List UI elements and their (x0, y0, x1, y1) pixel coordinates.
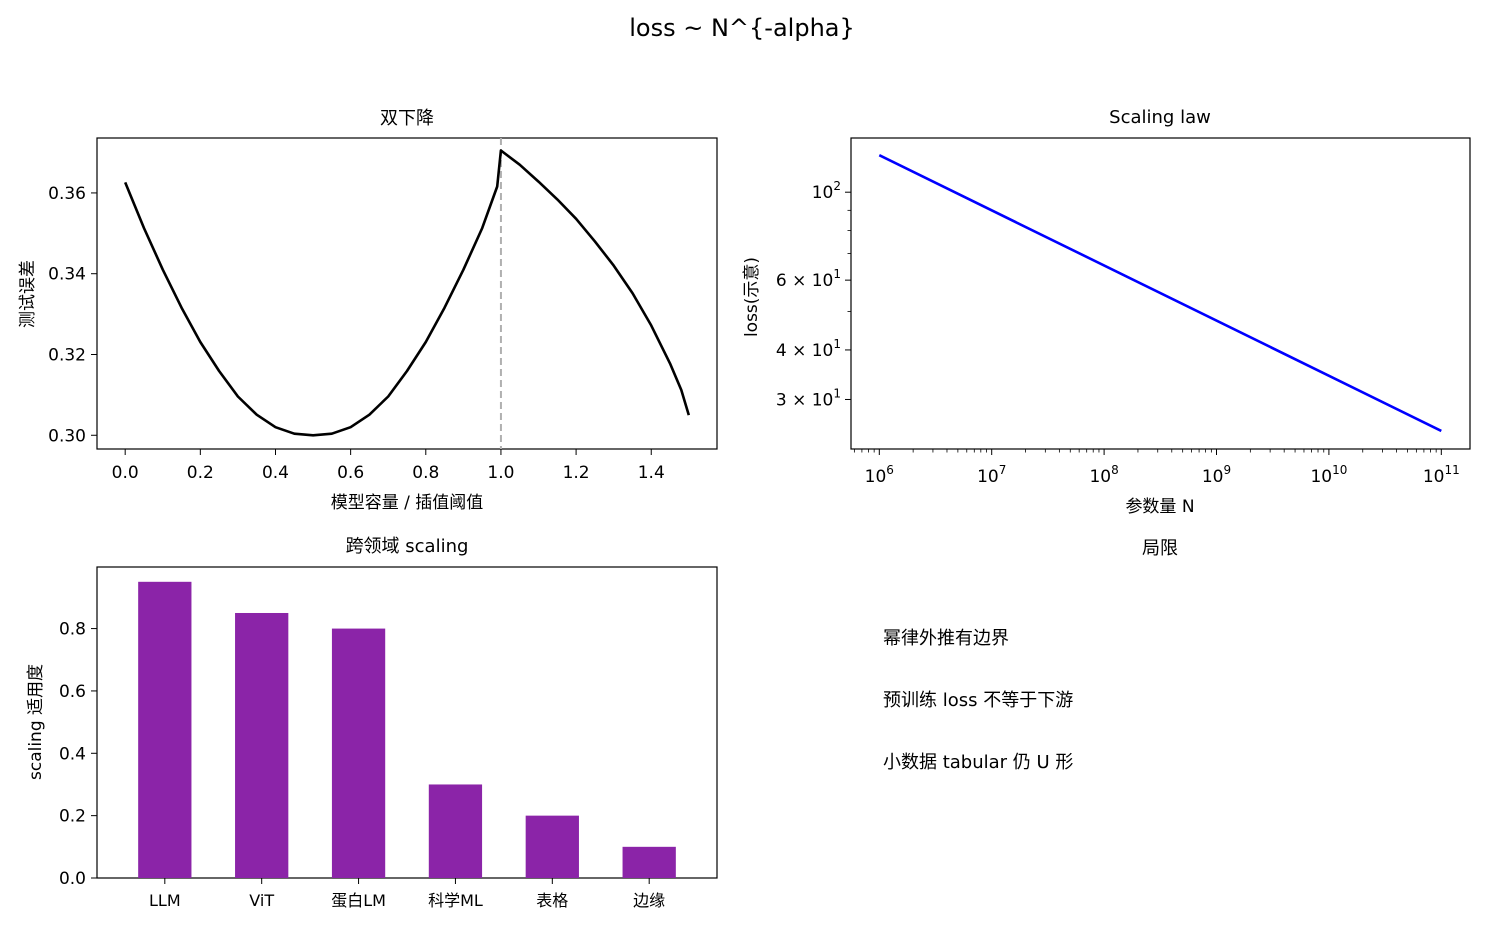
x-tick-label: 0.0 (112, 463, 139, 483)
bars (138, 581, 676, 878)
x-tick-label: 蛋白LM (331, 891, 386, 910)
x-tick-label: 0.2 (187, 463, 214, 483)
x-tick-label: 0.4 (262, 463, 289, 483)
series-line (878, 154, 1442, 433)
x-axis-label: 参数量 N (1125, 497, 1194, 517)
y-axis-label: scaling 适用度 (26, 664, 46, 780)
x-tick-base: 10 (865, 467, 887, 487)
x-tick-base: 10 (1202, 467, 1224, 487)
x-ticks: 106 107 108 109 1010 1011 (853, 449, 1460, 487)
note-line: 幂律外推有边界 (883, 628, 1009, 649)
y-tick-exponent: 1 (833, 267, 841, 281)
x-tick-label: 1.2 (563, 463, 590, 483)
x-tick-exponent: 10 (1332, 463, 1347, 477)
x-tick-exponent: 7 (999, 463, 1007, 477)
x-tick-label: 109 (1202, 463, 1231, 487)
y-tick-prefix: 3 × (776, 390, 812, 410)
y-ticks: 0.0 0.2 0.4 0.6 0.8 (59, 620, 97, 889)
axes-frame (96, 566, 718, 879)
y-tick-base: 10 (812, 390, 834, 410)
panel-title: 双下降 (380, 108, 434, 129)
panel-limitations: 局限 幂律外推有边界 预训练 loss 不等于下游 小数据 tabular 仍 … (883, 538, 1178, 773)
y-tick-exponent: 2 (833, 179, 841, 193)
x-tick-base: 10 (1310, 467, 1332, 487)
y-tick-label: 0.6 (59, 682, 86, 702)
series-line (123, 149, 691, 437)
x-tick-label: 科学ML (428, 891, 483, 910)
x-tick-label: 1010 (1310, 463, 1347, 487)
x-tick-base: 10 (977, 467, 999, 487)
x-tick-label: 0.6 (337, 463, 364, 483)
y-tick-label: 0.8 (59, 620, 86, 640)
x-tick-label: 表格 (536, 891, 568, 910)
y-tick-label: 0.36 (48, 184, 86, 204)
y-tick-base: 10 (812, 271, 834, 291)
panel-title: 局限 (1142, 538, 1178, 559)
panel-cross-domain: 跨领域 scaling scaling 适用度 0.00.20.40.60.8 … (26, 536, 718, 910)
bar (235, 612, 289, 878)
x-axis-label: 模型容量 / 插值阈值 (331, 493, 484, 513)
y-axis-label: loss(示意) (742, 257, 762, 337)
y-tick-exponent: 1 (833, 337, 841, 351)
bar (428, 784, 483, 878)
x-tick-label: 107 (977, 463, 1006, 487)
x-tick-label: 106 (865, 463, 894, 487)
x-tick-label: 边缘 (633, 891, 665, 910)
y-ticks: 0.30 0.32 0.34 0.36 (48, 184, 97, 446)
y-tick-base: 10 (812, 341, 834, 361)
x-tick-label: 108 (1089, 463, 1118, 487)
y-tick-label: 0.30 (48, 426, 86, 446)
x-tick-label: 0.8 (412, 463, 439, 483)
x-tick-exponent: 6 (886, 463, 894, 477)
y-tick-prefix: 6 × (776, 271, 812, 291)
panel-double-descent: 双下降 模型容量 / 插值阈值 测试误差 0.0 0.2 0.4 0.6 0.8 1.0 1… (18, 108, 718, 513)
panel-scaling-law: Scaling law 参数量 N loss(示意) 106 107 108 109 1… (742, 107, 1471, 517)
x-tick-label: 1011 (1423, 463, 1460, 487)
note-line: 预训练 loss 不等于下游 (883, 690, 1073, 711)
axes-frame (850, 137, 1471, 450)
y-tick-label: 4 × 101 (776, 337, 841, 361)
y-tick-prefix: 4 × (776, 341, 812, 361)
figure-suptitle: loss ~ N^{-alpha} (629, 14, 855, 42)
panel-title: 跨领域 scaling (346, 536, 469, 557)
x-tick-label: ViT (249, 891, 274, 910)
y-tick-label: 102 (812, 179, 841, 203)
x-tick-base: 10 (1423, 467, 1445, 487)
y-tick-label: 0.32 (48, 345, 86, 365)
x-tick-label: LLM (149, 891, 181, 910)
y-tick-exponent: 1 (833, 386, 841, 400)
y-tick-base: 10 (812, 183, 834, 203)
bar (622, 846, 676, 878)
y-tick-label: 0.0 (59, 869, 86, 889)
y-tick-label: 0.4 (59, 744, 86, 764)
x-tick-exponent: 11 (1444, 463, 1459, 477)
y-tick-label: 3 × 101 (776, 386, 841, 410)
y-tick-label: 0.34 (48, 265, 86, 285)
y-tick-label: 6 × 101 (776, 267, 841, 291)
x-ticks: 0.0 0.2 0.4 0.6 0.8 1.0 1.2 1.4 (112, 449, 665, 483)
bar (525, 815, 579, 878)
x-tick-label: 1.0 (487, 463, 514, 483)
note-line: 小数据 tabular 仍 U 形 (883, 752, 1073, 773)
panel-title: Scaling law (1109, 107, 1211, 128)
x-tick-label: 1.4 (638, 463, 665, 483)
y-axis-label: 测试误差 (18, 260, 38, 328)
bar (138, 581, 192, 878)
axes-frame (96, 137, 718, 450)
plot-area (123, 138, 691, 449)
y-tick-label: 0.2 (59, 807, 86, 827)
x-tick-exponent: 9 (1224, 463, 1232, 477)
x-tick-base: 10 (1089, 467, 1111, 487)
x-ticks: LLM ViT 蛋白LM 科学ML 表格 边缘 (149, 878, 665, 910)
bar (331, 628, 386, 878)
x-tick-exponent: 8 (1111, 463, 1119, 477)
plot-area (878, 154, 1442, 433)
